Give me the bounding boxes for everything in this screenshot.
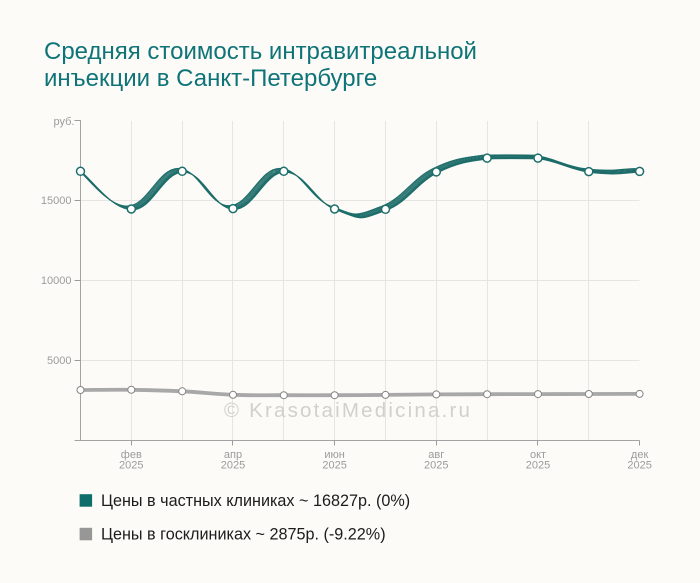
svg-text:Цены в частных клиниках ~ 1682: Цены в частных клиниках ~ 16827р. (0%) <box>101 492 410 510</box>
svg-text:авг: авг <box>428 449 444 461</box>
svg-text:2025: 2025 <box>627 460 651 472</box>
svg-text:15000: 15000 <box>41 195 72 207</box>
svg-text:инъекции в Санкт-Петербурге: инъекции в Санкт-Петербурге <box>44 65 377 92</box>
svg-text:10000: 10000 <box>41 275 72 287</box>
svg-text:Цены в госклиниках ~ 2875р. (-: Цены в госклиниках ~ 2875р. (-9.22%) <box>101 526 386 544</box>
svg-text:июн: июн <box>324 449 344 461</box>
svg-text:апр: апр <box>224 449 242 461</box>
svg-text:2025: 2025 <box>119 460 143 472</box>
svg-text:5000: 5000 <box>47 355 71 367</box>
svg-text:2025: 2025 <box>526 460 550 472</box>
svg-text:дек: дек <box>631 449 649 461</box>
svg-text:2025: 2025 <box>424 460 448 472</box>
svg-text:окт: окт <box>530 449 546 461</box>
svg-text:фев: фев <box>121 449 142 461</box>
svg-text:© KrasotaiMedicina.ru: © KrasotaiMedicina.ru <box>224 399 472 422</box>
svg-text:руб.: руб. <box>54 116 75 128</box>
svg-text:2025: 2025 <box>221 460 245 472</box>
svg-text:Средняя стоимость интравитреал: Средняя стоимость интравитреальной <box>44 38 477 65</box>
svg-text:2025: 2025 <box>322 460 346 472</box>
